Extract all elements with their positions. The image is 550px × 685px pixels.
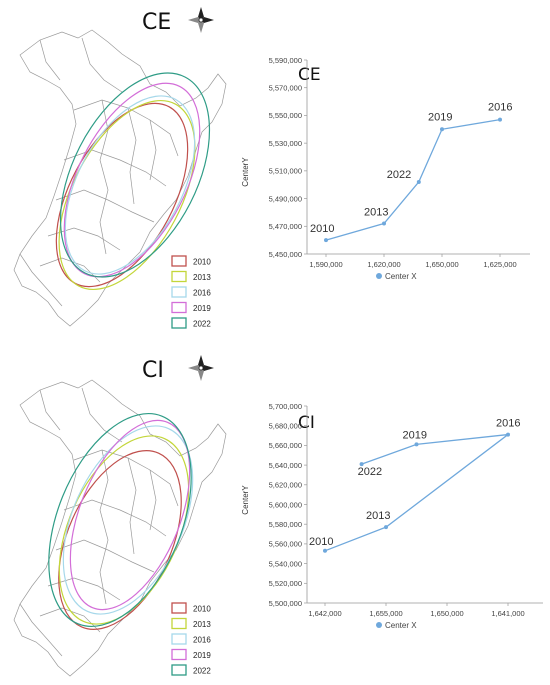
legend-ce: 2010 2013 2016 2019 2022 bbox=[171, 255, 211, 329]
legend-label-2013: 2013 bbox=[193, 273, 211, 282]
y-tick-label: 5,590,000 bbox=[269, 56, 302, 65]
series-line bbox=[324, 433, 511, 552]
map-outline-ci bbox=[13, 379, 227, 677]
y-tick-label: 5,600,000 bbox=[269, 500, 302, 509]
x-tick-label: 1,650,000 bbox=[425, 260, 458, 269]
chart-ci: CI CenterY Center X 5,500,000 5,520,000 5,… bbox=[241, 402, 543, 630]
data-point-2016 bbox=[506, 432, 510, 437]
legend-swatch-2016 bbox=[171, 633, 187, 645]
data-point-2016 bbox=[498, 117, 502, 122]
legend-swatch-2010 bbox=[171, 602, 187, 614]
y-tick-label: 5,550,000 bbox=[269, 111, 302, 120]
legend-swatch-2016 bbox=[171, 286, 187, 298]
y-tick-label: 5,470,000 bbox=[269, 222, 302, 231]
data-label-2019: 2019 bbox=[428, 111, 452, 123]
chart-title-ci: CI bbox=[298, 413, 315, 433]
data-point-2010 bbox=[323, 548, 327, 553]
y-tick-label: 5,570,000 bbox=[269, 84, 302, 93]
x-tick-label: 1,650,000 bbox=[430, 609, 463, 618]
x-tick-label: 1,590,000 bbox=[309, 260, 342, 269]
data-point-2022 bbox=[416, 179, 421, 184]
legend-swatch-2019 bbox=[171, 301, 187, 314]
y-tick-label: 5,450,000 bbox=[269, 250, 302, 259]
data-point-2013 bbox=[382, 221, 386, 226]
data-label-2010: 2010 bbox=[310, 223, 334, 235]
compass-rose-icon bbox=[188, 355, 214, 381]
y-axis-label-ci: CenterY bbox=[241, 485, 250, 515]
data-point-2013 bbox=[384, 525, 388, 530]
y-tick-label: 5,620,000 bbox=[269, 481, 302, 490]
y-tick-label: 5,510,000 bbox=[269, 167, 302, 176]
y-tick-label: 5,530,000 bbox=[269, 139, 302, 148]
legend-swatch-2019 bbox=[171, 648, 187, 661]
legend-marker-ce bbox=[376, 273, 382, 279]
y-tick-label: 5,490,000 bbox=[269, 194, 302, 203]
x-tick-label: 1,642,000 bbox=[308, 609, 341, 618]
map-outline-ce bbox=[13, 29, 227, 327]
data-point-2022 bbox=[359, 462, 364, 467]
chart-title-ce: CE bbox=[298, 65, 321, 85]
x-tick-label: 1,655,000 bbox=[369, 609, 402, 618]
legend-swatch-2022 bbox=[171, 664, 187, 676]
y-tick-label: 5,640,000 bbox=[269, 461, 302, 470]
data-point-2019 bbox=[414, 442, 419, 447]
data-label-2013: 2013 bbox=[364, 207, 388, 219]
map-title-ci: CI bbox=[142, 358, 164, 383]
legend-label-2019: 2019 bbox=[193, 304, 211, 313]
data-label-2022: 2022 bbox=[358, 466, 382, 478]
y-tick-label: 5,520,000 bbox=[269, 579, 302, 588]
legend-ci: 2010 2013 2016 2019 2022 bbox=[171, 602, 211, 676]
legend-swatch-2013 bbox=[171, 270, 187, 283]
map-title-ce: CE bbox=[142, 10, 171, 35]
data-label-2013: 2013 bbox=[366, 510, 390, 522]
legend-label-2010: 2010 bbox=[193, 605, 211, 614]
data-label-2019: 2019 bbox=[403, 429, 427, 441]
y-tick-label: 5,700,000 bbox=[269, 402, 302, 411]
legend-label-2013: 2013 bbox=[193, 620, 211, 629]
y-tick-label: 5,580,000 bbox=[269, 520, 302, 529]
legend-label-2019: 2019 bbox=[193, 651, 211, 660]
legend-label-ci: Center X bbox=[385, 621, 417, 630]
legend-label-2022: 2022 bbox=[193, 320, 211, 329]
chart-ce: CE CenterY Center X 5,450,000 5,470,000 5,… bbox=[241, 56, 530, 281]
legend-label-2022: 2022 bbox=[193, 667, 211, 676]
legend-swatch-2013 bbox=[171, 617, 187, 630]
y-tick-label: 5,560,000 bbox=[269, 540, 302, 549]
y-tick-label: 5,500,000 bbox=[269, 599, 302, 608]
ellipses-ci bbox=[48, 412, 194, 630]
legend-label-2016: 2016 bbox=[193, 289, 211, 298]
data-label-2016: 2016 bbox=[488, 102, 512, 114]
x-tick-label: 1,620,000 bbox=[367, 260, 400, 269]
legend-label-2010: 2010 bbox=[193, 258, 211, 267]
ellipses-ce bbox=[55, 72, 211, 291]
legend-label-ce: Center X bbox=[385, 272, 417, 281]
legend-label-2016: 2016 bbox=[193, 636, 211, 645]
data-point-2019 bbox=[440, 127, 444, 132]
legend-swatch-2010 bbox=[171, 255, 187, 267]
series-line bbox=[325, 118, 501, 241]
data-label-2016: 2016 bbox=[496, 418, 520, 430]
data-label-2010: 2010 bbox=[309, 536, 333, 548]
x-tick-label: 1,625,000 bbox=[483, 260, 516, 269]
y-tick-label: 5,540,000 bbox=[269, 559, 302, 568]
legend-swatch-2022 bbox=[171, 317, 187, 329]
data-label-2022: 2022 bbox=[387, 169, 411, 181]
y-tick-label: 5,680,000 bbox=[269, 422, 302, 431]
compass-rose-icon bbox=[188, 7, 214, 33]
y-axis-label-ce: CenterY bbox=[241, 157, 250, 187]
y-tick-label: 5,660,000 bbox=[269, 441, 302, 450]
x-tick-label: 1,641,000 bbox=[491, 609, 524, 618]
data-point-2010 bbox=[324, 238, 328, 243]
legend-marker-ci bbox=[376, 622, 382, 628]
